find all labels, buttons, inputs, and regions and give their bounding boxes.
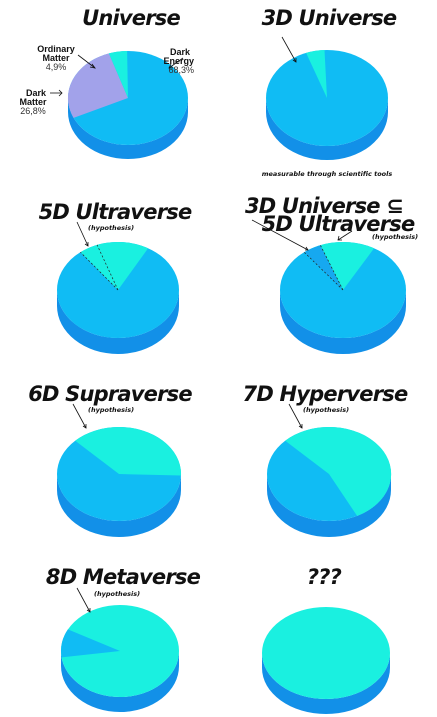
chart-title: Universe (82, 6, 180, 30)
chart-title: 7D Hyperverse (243, 382, 408, 406)
chart-unknown: ??? (262, 565, 390, 714)
arrowhead-icon (58, 89, 63, 97)
pie-slice-hypothesis (75, 427, 182, 476)
chart-title: ??? (307, 565, 342, 589)
arrow-icon (76, 587, 91, 613)
label-dark-matter-2: Matter (19, 97, 47, 107)
pie-slice-hypothesis (80, 242, 149, 290)
label-ordinary-matter-2: Matter (42, 53, 70, 63)
label-dark-matter-1: Dark (26, 88, 47, 98)
arrow-icon (76, 221, 89, 247)
arrow-icon (288, 403, 303, 429)
label-ordinary-matter-1: Ordinary (37, 44, 75, 54)
chart-title: 8D Metaverse (46, 565, 201, 589)
chart-subtitle: (hypothesis) (303, 406, 349, 414)
pie-slice-hypothesis (285, 426, 392, 516)
chart-note: measurable through scientific tools (262, 170, 393, 178)
arrow-icon (251, 219, 309, 251)
chart-title: 5D Ultraverse (39, 200, 192, 224)
value-ordinary-matter: 4,9% (46, 62, 67, 72)
chart-title: 6D Supraverse (28, 382, 192, 406)
label-dark-energy-1: Dark (170, 47, 191, 57)
pie-depth (57, 474, 181, 537)
pie-slice-3d-universe (306, 50, 327, 98)
chart-subtitle: (hypothesis) (88, 224, 134, 232)
chart-5d-ultraverse: 5D Ultraverse (hypothesis) (39, 200, 193, 354)
chart-3d-universe: 3D Universe measurable through scientifi… (262, 6, 398, 178)
dashed-wedge (80, 244, 119, 291)
value-dark-matter: 26,8% (20, 106, 46, 116)
arrow-icon (281, 36, 297, 63)
chart-title-line1: 3D Universe ⊆ (245, 194, 403, 218)
value-dark-energy: 68,3% (168, 65, 194, 75)
chart-universe: Universe Ordinary Matter 4,9% Dark Energ… (19, 6, 194, 159)
chart-8d-metaverse: 8D Metaverse (hypothesis) (46, 565, 201, 712)
arrow-icon (77, 54, 96, 69)
chart-6d-supraverse: 6D Supraverse (hypothesis) (28, 382, 193, 537)
pie-slice-3d-universe (304, 245, 343, 290)
arrow-icon (337, 230, 353, 241)
pie-top (56, 241, 180, 339)
chart-7d-hyperverse: 7D Hyperverse (hypothesis) (243, 382, 409, 537)
pie-slice-hypothesis (61, 629, 120, 658)
chart-subtitle: (hypothesis) (88, 406, 134, 414)
pie-depth (266, 98, 388, 160)
arrow-icon (168, 57, 184, 69)
arrowhead-icon (337, 235, 342, 241)
arrowhead-icon (86, 608, 91, 613)
dashed-wedge (303, 245, 344, 291)
arrowhead-icon (168, 63, 173, 69)
pie-slice-ordinary-matter (108, 51, 128, 98)
chart-3d-in-5d: 3D Universe ⊆ 5D Ultraverse (hypothesis) (245, 194, 418, 354)
pie-depth (68, 98, 188, 159)
arrowhead-icon (292, 58, 297, 63)
pie-depth (61, 651, 179, 712)
pie-depth (267, 474, 391, 537)
pie-depth (262, 653, 390, 714)
arrowhead-icon (305, 246, 309, 251)
pie-slice-dark-matter (67, 53, 128, 118)
arrowhead-icon (298, 424, 303, 429)
chart-subtitle: (hypothesis) (372, 233, 418, 241)
arrowhead-icon (82, 424, 87, 429)
arrow-icon (72, 403, 87, 429)
arrowhead-icon (84, 242, 89, 247)
arrowhead-icon (89, 63, 96, 69)
pie-depth (57, 290, 179, 354)
chart-title-line2: 5D Ultraverse (262, 212, 415, 236)
chart-subtitle: (hypothesis) (94, 590, 140, 598)
chart-title: 3D Universe (262, 6, 397, 30)
pie-depth (280, 290, 406, 354)
pie-top (262, 607, 390, 699)
